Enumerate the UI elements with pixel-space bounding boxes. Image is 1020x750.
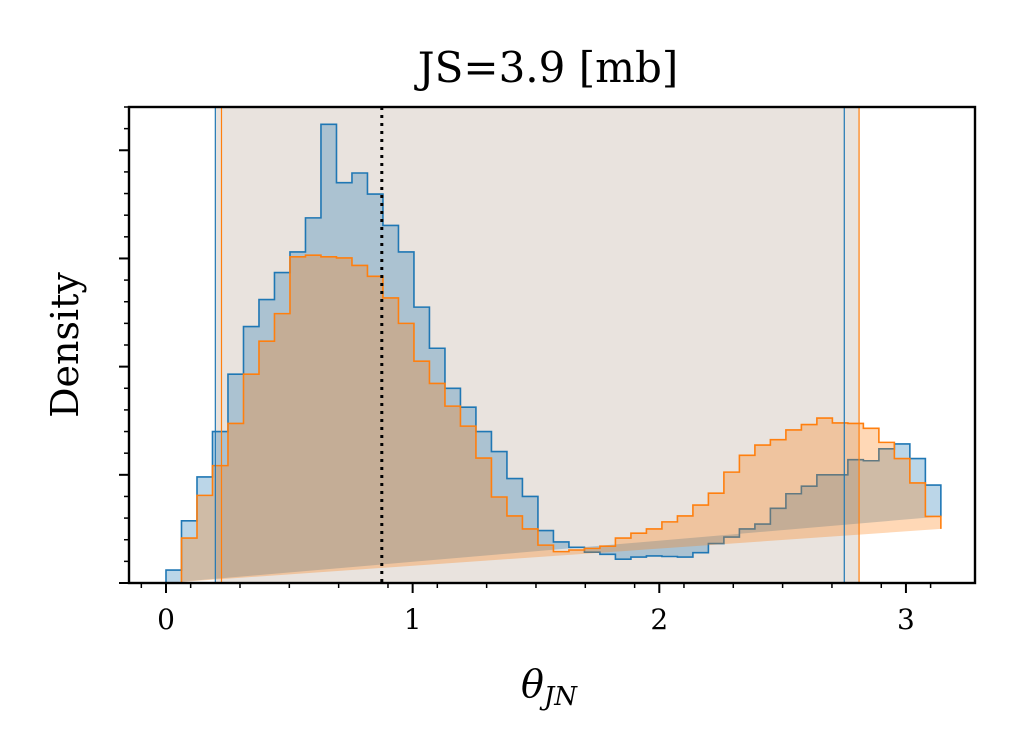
x-tick-label: 3: [897, 603, 915, 636]
x-tick-label: 0: [157, 603, 175, 636]
histogram-series-2: [165, 254, 942, 584]
x-axis-label-symbol: θ: [521, 662, 544, 706]
ticks-layer: 0 1 2 3: [119, 106, 932, 636]
x-tick-label: 2: [650, 603, 668, 636]
histogram-layer: [165, 123, 942, 584]
x-axis-label-subscript: JN: [539, 682, 578, 712]
chart-title: JS=3.9 [mb]: [414, 43, 678, 92]
y-axis-label: Density: [43, 272, 87, 418]
x-axis-label: θJN: [521, 662, 578, 712]
histogram-fill-2: [165, 255, 941, 583]
histogram-fill-1: [165, 124, 941, 584]
x-tick-label: 1: [404, 603, 422, 636]
vertical-lines-layer: [214, 107, 860, 583]
histogram-outline-2: [165, 254, 942, 584]
plot-area: 0 1 2 3: [119, 105, 977, 636]
